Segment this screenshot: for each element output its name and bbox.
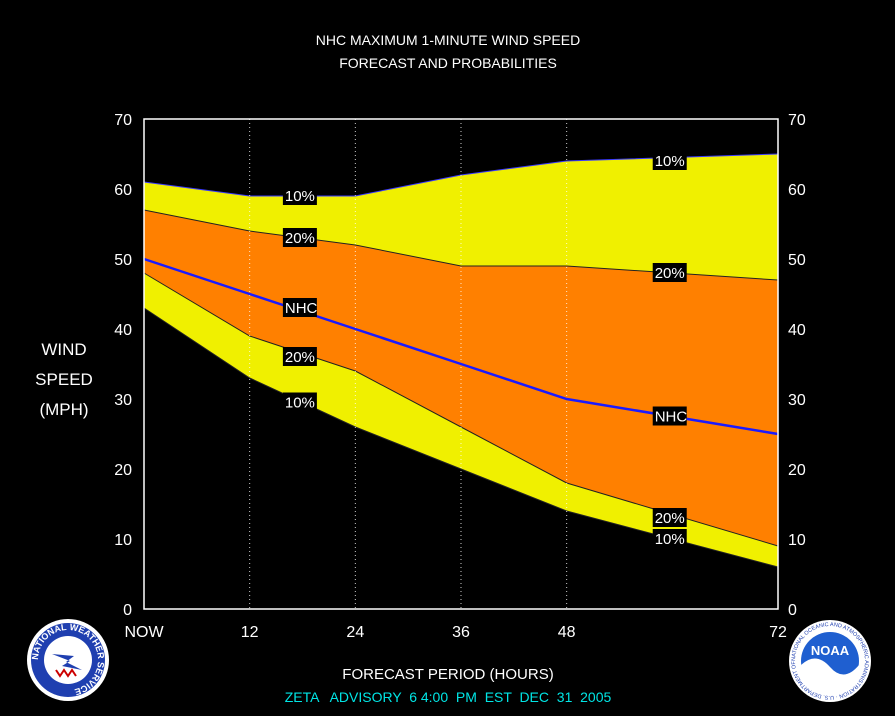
band-label-text: 20% <box>655 265 685 282</box>
band-label-bg <box>652 406 687 426</box>
y-tick-right-10: 10 <box>788 532 806 549</box>
band-20 <box>144 210 778 546</box>
band-10-upper <box>144 154 778 280</box>
y-tick-left-50: 50 <box>114 252 132 269</box>
outline-10-lower <box>143 307 779 568</box>
band-label-7: NHC <box>652 406 688 426</box>
y-tick-right-70: 70 <box>788 112 806 129</box>
band-label-bg <box>652 263 687 282</box>
band-label-text: 10% <box>285 188 315 205</box>
band-label-bg <box>282 347 317 366</box>
nhc-forecast-line <box>143 257 779 436</box>
x-tick-72: 72 <box>769 624 787 641</box>
band-label-bg <box>282 298 317 317</box>
plot-frame <box>143 118 779 610</box>
axis-ticks: 0 0 10 10 20 20 30 30 40 40 50 50 60 60 70 70 NOW 12 24 36 4… <box>114 112 806 641</box>
plot-area <box>143 118 779 610</box>
y-tick-right-40: 40 <box>788 322 806 339</box>
band-label-bg <box>652 529 687 548</box>
x-tick-12: 12 <box>241 624 259 641</box>
band-label-bg <box>282 228 317 247</box>
outline-20-upper <box>143 209 779 281</box>
band-label-text: 20% <box>655 510 685 527</box>
noaa-logo: NATIONAL OCEANIC AND ATMOSPHERIC ADMINIS… <box>789 620 871 702</box>
x-tick-48: 48 <box>558 624 576 641</box>
x-tick-36: 36 <box>452 624 470 641</box>
band-label-text: 20% <box>285 230 315 247</box>
noaa-logo-text: NOAA <box>811 643 850 658</box>
y-tick-left-10: 10 <box>114 532 132 549</box>
outline-20-lower <box>143 272 779 547</box>
y-tick-left-0: 0 <box>123 602 132 619</box>
y-tick-right-60: 60 <box>788 182 806 199</box>
band-label-3: 20% <box>282 347 317 366</box>
y-tick-left-40: 40 <box>114 322 132 339</box>
y-tick-right-0: 0 <box>788 602 797 619</box>
x-axis-label: FORECAST PERIOD (HOURS) <box>342 666 553 683</box>
band-label-text: NHC <box>655 409 688 426</box>
band-label-9: 10% <box>652 529 687 548</box>
x-tick-0: NOW <box>124 624 164 641</box>
band-label-text: 10% <box>655 531 685 548</box>
band-label-bg <box>652 508 687 527</box>
band-outlines <box>143 153 779 568</box>
y-tick-left-20: 20 <box>114 462 132 479</box>
band-label-0: 10% <box>282 186 317 205</box>
chart-subtitle: FORECAST AND PROBABILITIES <box>339 55 557 71</box>
y-tick-left-70: 70 <box>114 112 132 129</box>
x-tick-24: 24 <box>346 624 364 641</box>
y-tick-left-30: 30 <box>114 392 132 409</box>
outline-10-upper <box>143 153 779 197</box>
band-label-1: 20% <box>282 228 317 247</box>
band-label-bg <box>652 151 687 170</box>
band-label-text: 10% <box>285 395 315 412</box>
y-axis-label-line2: SPEED <box>35 370 93 389</box>
band-label-text: 10% <box>655 153 685 170</box>
band-labels: 10% 20% NHC 20% 10% 10% 20% NHC 20% 10% <box>282 151 688 548</box>
band-label-text: 20% <box>285 349 315 366</box>
y-tick-left-60: 60 <box>114 182 132 199</box>
band-label-6: 20% <box>652 263 687 282</box>
band-label-8: 20% <box>652 508 687 527</box>
band-label-4: 10% <box>282 392 317 412</box>
y-tick-right-20: 20 <box>788 462 806 479</box>
nws-logo: NATIONAL WEATHER SERVICE <box>27 619 109 701</box>
y-tick-right-30: 30 <box>788 392 806 409</box>
y-axis-label-line1: WIND <box>41 340 86 359</box>
y-tick-right-50: 50 <box>788 252 806 269</box>
band-label-bg <box>282 186 317 205</box>
chart-title: NHC MAXIMUM 1-MINUTE WIND SPEED <box>316 32 580 48</box>
band-10-lower <box>144 273 778 567</box>
band-label-5: 10% <box>652 151 687 170</box>
band-label-2: NHC <box>282 298 318 317</box>
y-axis-label-line3: (MPH) <box>39 400 88 419</box>
band-label-text: NHC <box>285 300 318 317</box>
band-label-bg <box>282 392 317 412</box>
advisory-footer: ZETA ADVISORY 6 4:00 PM EST DEC 31 2005 <box>285 689 612 705</box>
